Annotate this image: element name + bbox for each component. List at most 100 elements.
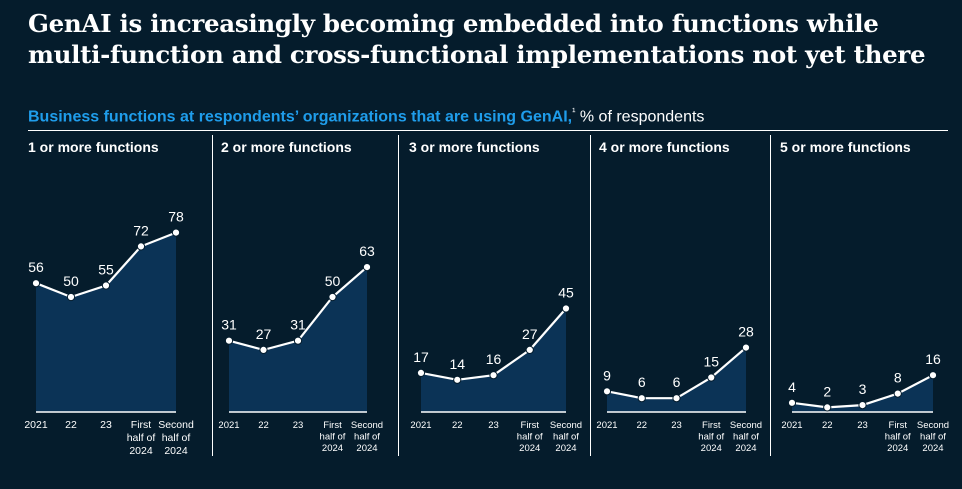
x-tick-label: half of — [920, 432, 946, 443]
x-tick-label: half of — [698, 432, 724, 443]
data-point — [602, 387, 612, 396]
data-label: 63 — [359, 243, 375, 259]
subtitle-highlight: Business functions at respondents’ organ… — [28, 108, 573, 126]
data-point — [637, 394, 646, 403]
panel-divider — [212, 135, 213, 456]
panel-title: 1 or more functions — [28, 139, 159, 155]
data-label: 50 — [325, 273, 341, 289]
panel-divider — [590, 135, 591, 456]
x-tick-label: 22 — [258, 420, 269, 431]
x-tick-label: 22 — [65, 419, 77, 431]
data-label: 55 — [98, 262, 114, 278]
x-tick-label: 2021 — [410, 420, 431, 431]
x-tick-label: 2024 — [922, 443, 943, 454]
data-point — [101, 281, 111, 290]
page-title: GenAI is increasingly becoming embedded … — [28, 8, 926, 70]
data-point — [858, 401, 867, 410]
x-tick-label: 22 — [452, 420, 463, 431]
x-tick-label: First — [702, 420, 721, 431]
data-point — [928, 371, 938, 380]
data-point — [787, 398, 797, 407]
x-tick-label: 23 — [671, 420, 682, 431]
data-point — [561, 304, 571, 313]
data-label: 15 — [703, 354, 719, 370]
data-label: 14 — [449, 356, 465, 372]
data-label: 27 — [522, 326, 538, 342]
data-label: 4 — [788, 379, 796, 395]
data-label: 31 — [290, 317, 306, 333]
data-label: 72 — [133, 222, 149, 238]
data-point — [31, 279, 41, 288]
data-point — [823, 403, 832, 412]
data-label: 78 — [168, 209, 184, 225]
x-tick-label: First — [131, 419, 151, 431]
data-label: 17 — [413, 349, 429, 365]
data-point — [66, 292, 76, 302]
x-tick-label: 2024 — [555, 443, 576, 454]
data-point — [328, 292, 337, 302]
x-tick-label: First — [323, 420, 342, 431]
x-tick-label: 2024 — [129, 445, 153, 457]
data-label: 8 — [894, 370, 902, 386]
x-tick-label: 2024 — [735, 443, 756, 454]
data-point — [525, 345, 534, 354]
x-tick-label: 2024 — [519, 443, 540, 454]
x-tick-label: 2021 — [596, 420, 617, 431]
x-tick-label: Second — [158, 419, 194, 431]
x-tick-label: half of — [885, 432, 911, 443]
area-fill — [421, 308, 566, 412]
x-tick-label: 22 — [822, 420, 833, 431]
data-label: 45 — [558, 285, 574, 301]
data-label: 16 — [925, 351, 941, 367]
header-rule — [28, 130, 948, 131]
x-tick-label: 23 — [488, 420, 499, 431]
area-fill — [607, 347, 746, 412]
data-label: 50 — [63, 273, 79, 289]
panel-title: 2 or more functions — [221, 139, 352, 155]
x-tick-label: First — [521, 420, 540, 431]
panel-title: 4 or more functions — [599, 139, 730, 155]
area-fill — [229, 267, 367, 412]
data-label: 3 — [859, 381, 867, 397]
x-tick-label: 2024 — [356, 443, 377, 454]
data-point — [489, 371, 498, 380]
footnote-marker: ¹ — [572, 107, 576, 118]
data-point — [136, 242, 146, 251]
panel-divider — [770, 135, 771, 456]
data-point — [171, 228, 181, 237]
data-point — [741, 343, 751, 352]
data-point — [893, 389, 902, 398]
x-tick-label: half of — [553, 432, 579, 443]
data-point — [224, 336, 234, 345]
x-tick-label: 23 — [857, 420, 868, 431]
panel-title: 3 or more functions — [409, 139, 540, 155]
x-tick-label: 23 — [293, 420, 304, 431]
data-point — [293, 336, 303, 345]
x-tick-label: 2021 — [218, 420, 239, 431]
x-tick-label: 2024 — [701, 443, 722, 454]
data-label: 56 — [28, 259, 44, 275]
data-label: 2 — [823, 383, 831, 399]
title-line-1: GenAI is increasingly becoming embedded … — [28, 9, 879, 38]
x-tick-label: half of — [354, 432, 380, 443]
data-point — [672, 394, 681, 403]
chart-subtitle: Business functions at respondents’ organ… — [28, 107, 704, 126]
data-label: 16 — [486, 351, 502, 367]
data-label: 31 — [221, 317, 237, 333]
x-tick-label: 23 — [100, 419, 112, 431]
data-label: 6 — [673, 374, 681, 390]
data-point — [362, 263, 372, 272]
x-tick-label: half of — [127, 432, 156, 444]
x-tick-label: half of — [517, 432, 543, 443]
title-line-2: multi-function and cross-functional impl… — [28, 40, 926, 69]
x-tick-label: 2024 — [164, 445, 188, 457]
x-tick-label: Second — [550, 420, 582, 431]
x-tick-label: 2021 — [781, 420, 802, 431]
data-label: 9 — [603, 367, 611, 383]
x-tick-label: Second — [917, 420, 949, 431]
x-tick-label: half of — [733, 432, 759, 443]
data-point — [453, 375, 462, 384]
data-point — [707, 373, 716, 382]
data-point — [259, 345, 268, 354]
